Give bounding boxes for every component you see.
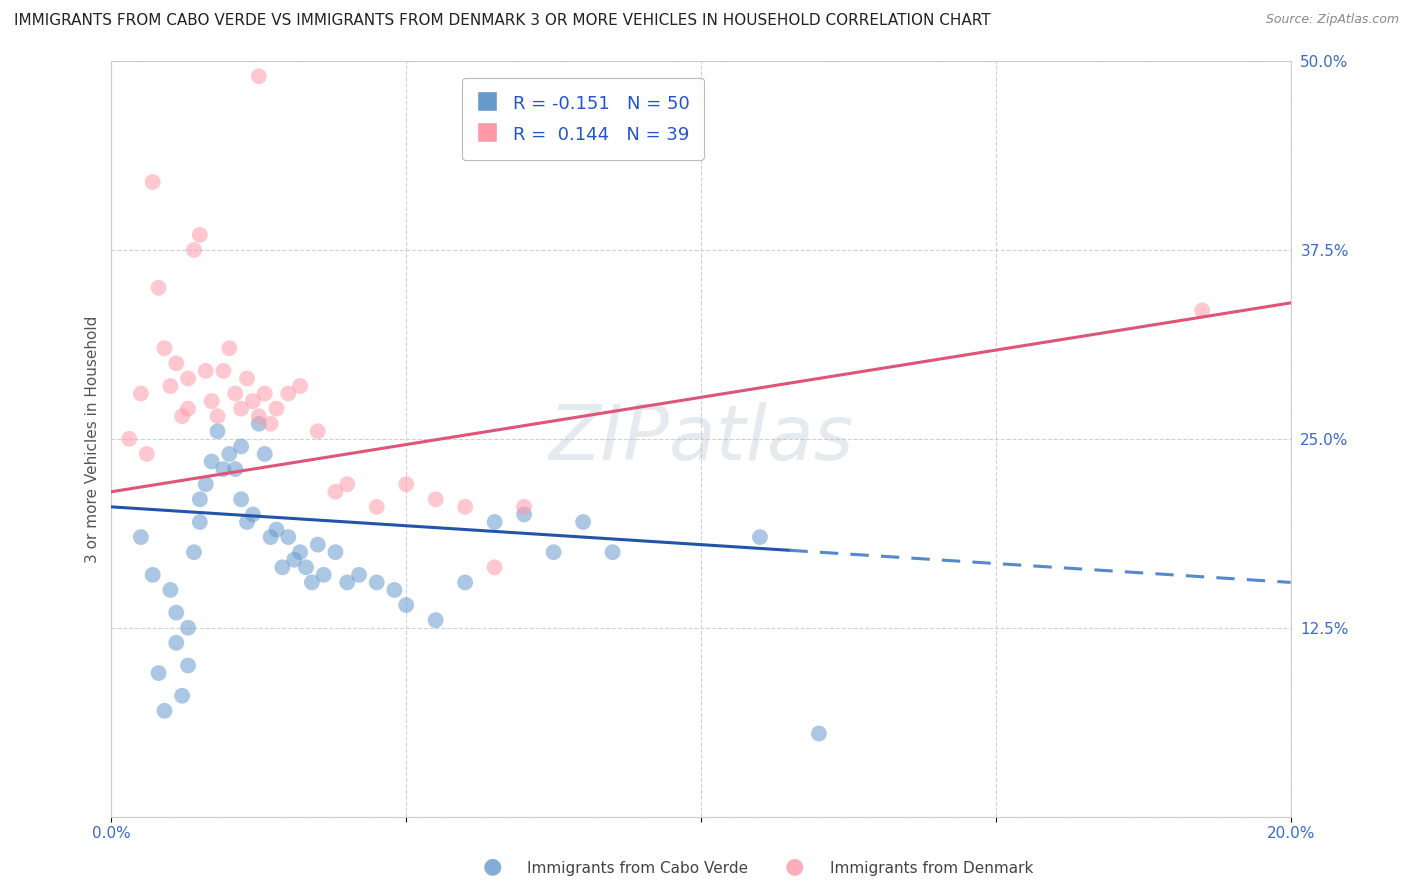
Point — [165, 356, 187, 370]
Point — [454, 500, 477, 514]
Point — [172, 689, 194, 703]
Point — [229, 401, 252, 416]
Text: Source: ZipAtlas.com: Source: ZipAtlas.com — [1265, 13, 1399, 27]
Point — [366, 575, 388, 590]
Point — [242, 394, 264, 409]
Point — [288, 545, 311, 559]
Point — [425, 613, 447, 627]
Point — [336, 477, 359, 491]
Point — [283, 553, 305, 567]
Point — [572, 515, 595, 529]
Point — [183, 243, 205, 257]
Point — [247, 409, 270, 424]
Point — [325, 545, 347, 559]
Point — [312, 567, 335, 582]
Point — [194, 364, 217, 378]
Point — [218, 447, 240, 461]
Point — [1191, 303, 1213, 318]
Point — [271, 560, 294, 574]
Point — [129, 530, 152, 544]
Point — [224, 386, 246, 401]
Text: ZIPatlas: ZIPatlas — [548, 402, 853, 475]
Point — [307, 538, 329, 552]
Point — [165, 636, 187, 650]
Point — [188, 227, 211, 242]
Point — [212, 462, 235, 476]
Point — [207, 425, 229, 439]
Point — [347, 567, 370, 582]
Point — [543, 545, 565, 559]
Point — [266, 401, 288, 416]
Point — [325, 484, 347, 499]
Y-axis label: 3 or more Vehicles in Household: 3 or more Vehicles in Household — [86, 315, 100, 563]
Point — [165, 606, 187, 620]
Point — [247, 69, 270, 83]
Point — [129, 386, 152, 401]
Point — [602, 545, 624, 559]
Point — [118, 432, 141, 446]
Point — [236, 515, 259, 529]
Point — [188, 492, 211, 507]
Point — [201, 454, 224, 468]
Point — [153, 704, 176, 718]
Point — [336, 575, 359, 590]
Point — [159, 582, 181, 597]
Point — [177, 621, 200, 635]
Point — [247, 417, 270, 431]
Point — [266, 523, 288, 537]
Point — [513, 508, 536, 522]
Text: Immigrants from Cabo Verde: Immigrants from Cabo Verde — [527, 861, 748, 876]
Point — [135, 447, 157, 461]
Point — [177, 371, 200, 385]
Point — [454, 575, 477, 590]
Point — [159, 379, 181, 393]
Point — [277, 530, 299, 544]
Point — [277, 386, 299, 401]
Point — [148, 666, 170, 681]
Point — [242, 508, 264, 522]
Point — [188, 515, 211, 529]
Point — [253, 447, 276, 461]
Point — [425, 492, 447, 507]
Point — [807, 726, 830, 740]
Point — [253, 386, 276, 401]
Legend: R = -0.151   N = 50, R =  0.144   N = 39: R = -0.151 N = 50, R = 0.144 N = 39 — [463, 78, 704, 160]
Point — [301, 575, 323, 590]
Text: Immigrants from Denmark: Immigrants from Denmark — [830, 861, 1033, 876]
Point — [153, 341, 176, 355]
Point — [172, 409, 194, 424]
Point — [366, 500, 388, 514]
Point — [484, 560, 506, 574]
Point — [236, 371, 259, 385]
Point — [307, 425, 329, 439]
Point — [207, 409, 229, 424]
Point — [177, 401, 200, 416]
Text: ●: ● — [785, 856, 804, 876]
Point — [142, 175, 165, 189]
Point — [229, 439, 252, 453]
Point — [229, 492, 252, 507]
Point — [484, 515, 506, 529]
Point — [224, 462, 246, 476]
Point — [259, 417, 281, 431]
Point — [201, 394, 224, 409]
Text: ●: ● — [482, 856, 502, 876]
Point — [183, 545, 205, 559]
Point — [194, 477, 217, 491]
Point — [148, 281, 170, 295]
Point — [288, 379, 311, 393]
Point — [384, 582, 406, 597]
Text: IMMIGRANTS FROM CABO VERDE VS IMMIGRANTS FROM DENMARK 3 OR MORE VEHICLES IN HOUS: IMMIGRANTS FROM CABO VERDE VS IMMIGRANTS… — [14, 13, 991, 29]
Point — [395, 477, 418, 491]
Point — [513, 500, 536, 514]
Point — [749, 530, 772, 544]
Point — [395, 598, 418, 612]
Point — [212, 364, 235, 378]
Point — [218, 341, 240, 355]
Point — [142, 567, 165, 582]
Point — [177, 658, 200, 673]
Point — [295, 560, 318, 574]
Point — [259, 530, 281, 544]
